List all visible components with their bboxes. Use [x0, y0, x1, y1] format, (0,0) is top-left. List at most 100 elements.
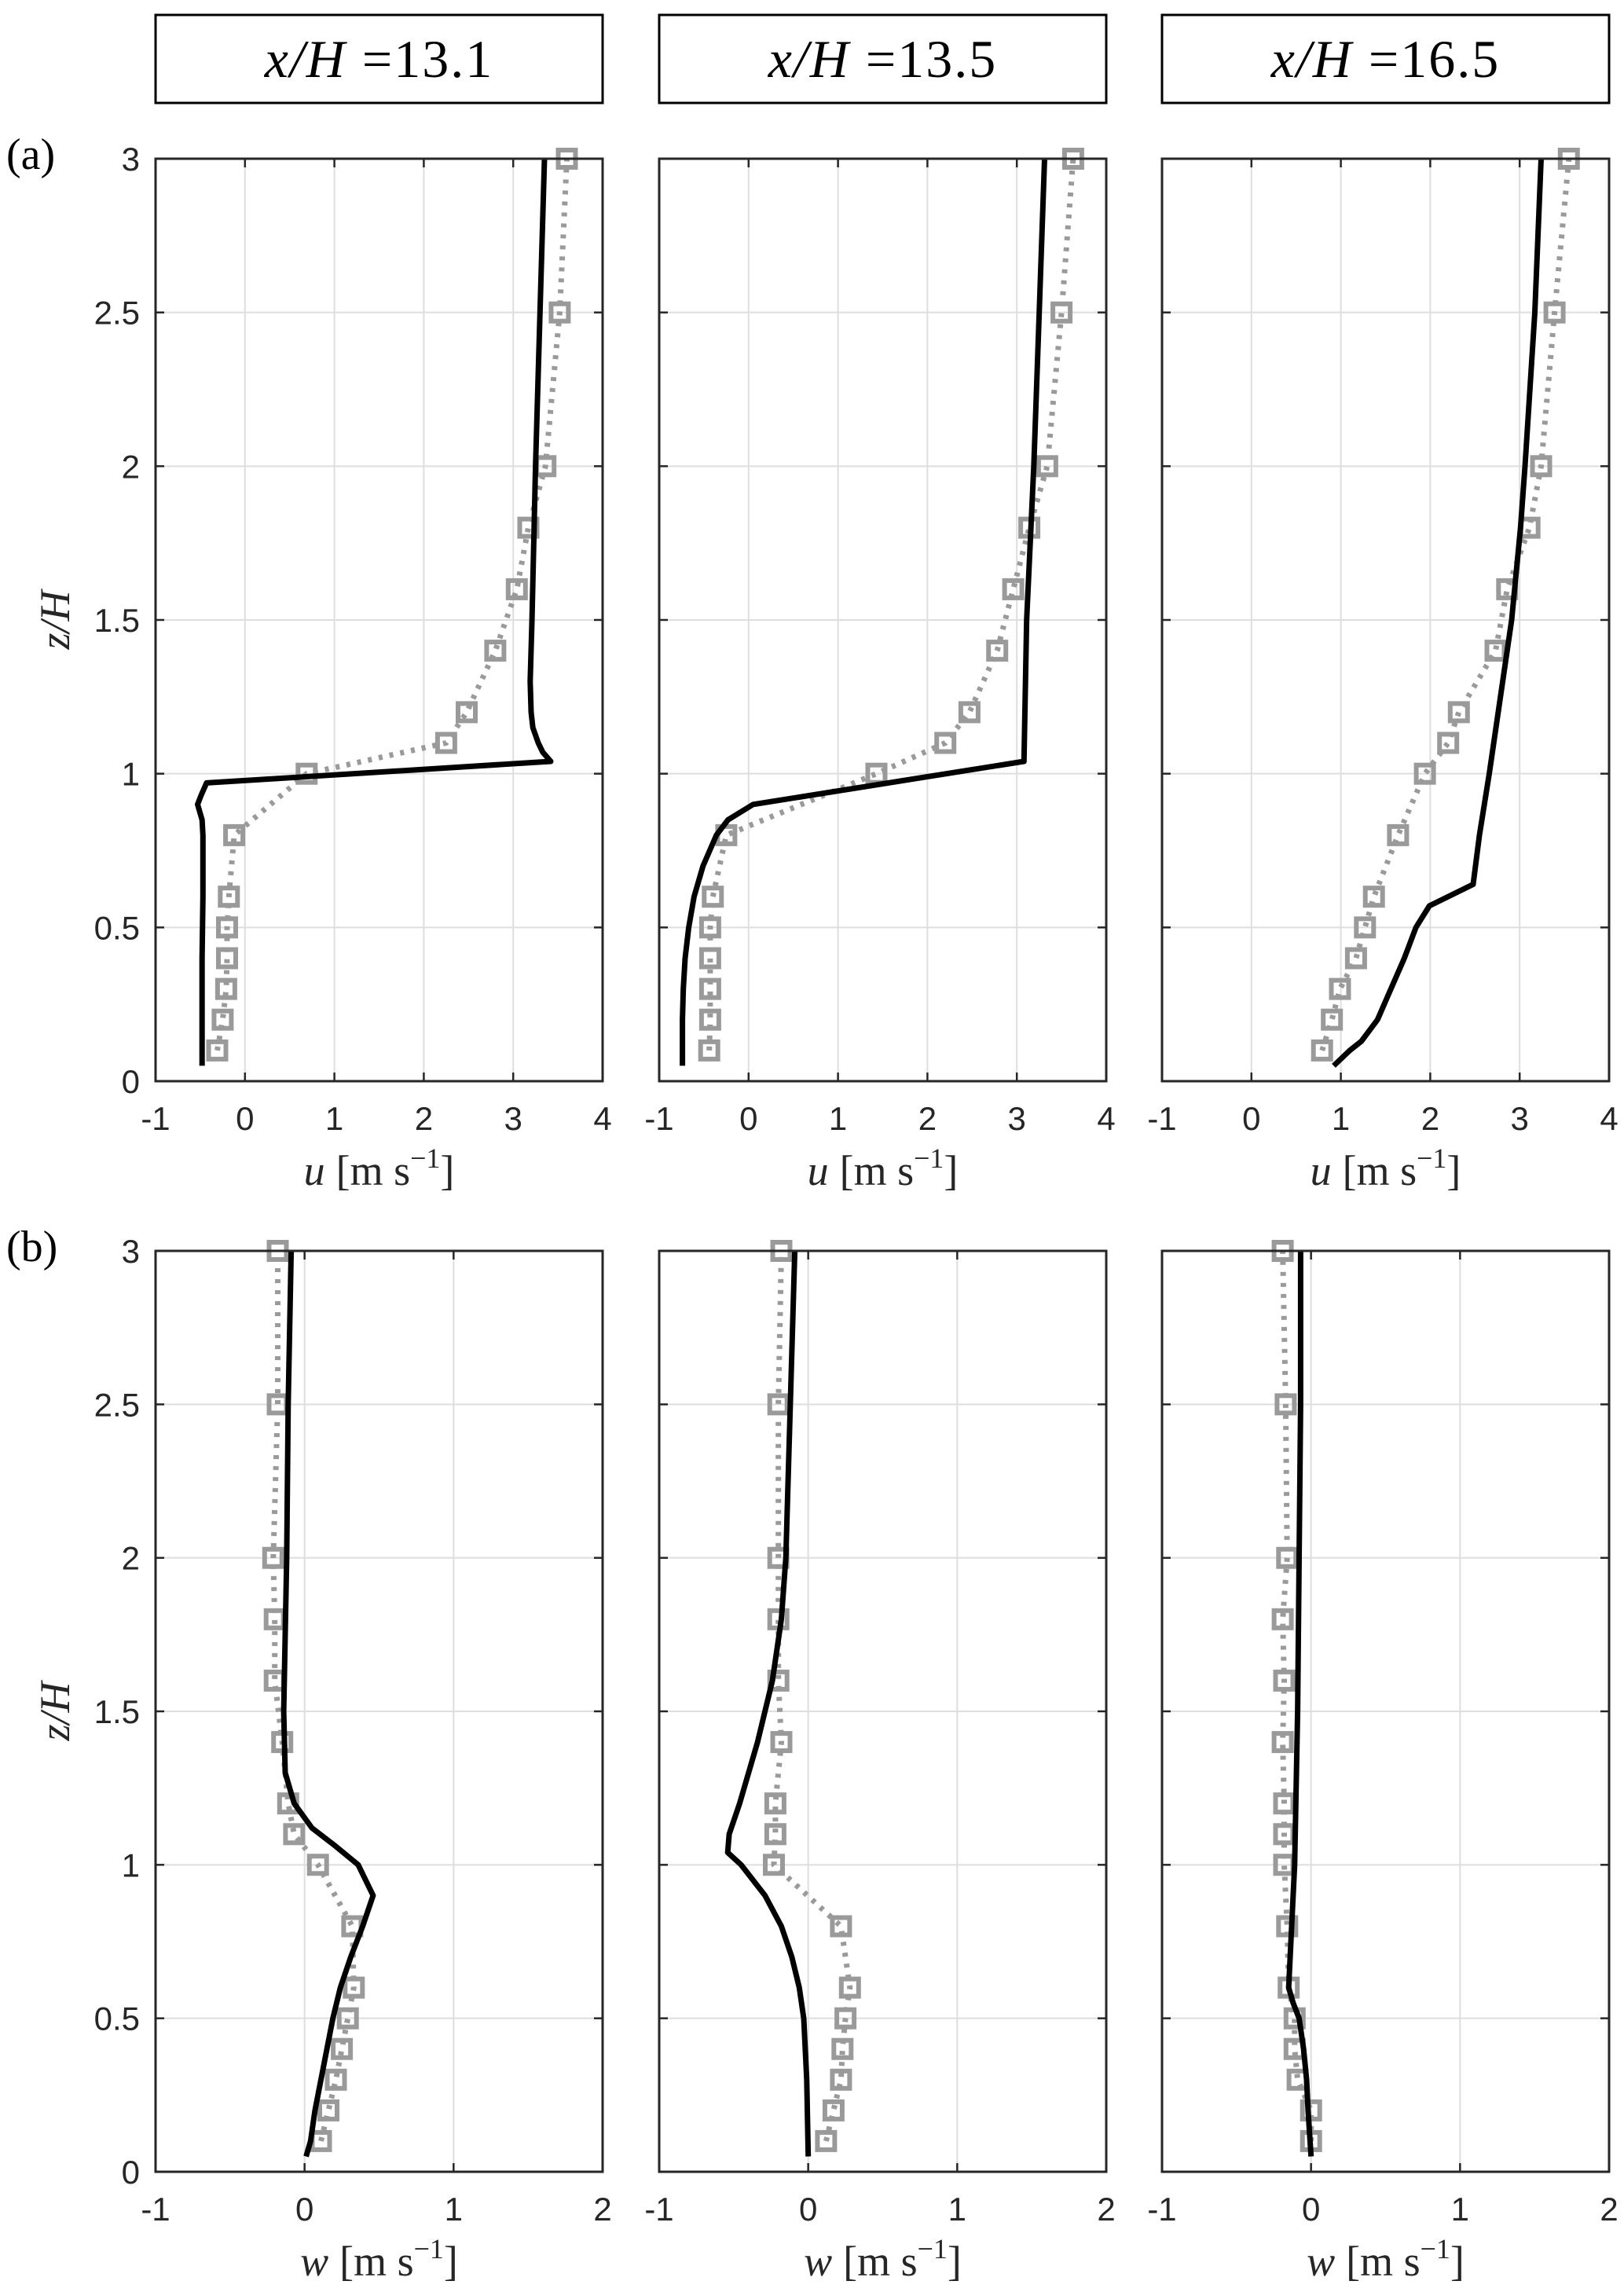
measured-data-point [764, 1823, 786, 1846]
column-header-box [658, 13, 1108, 105]
y-tick-label: 0.5 [94, 909, 140, 946]
y-axis-label: z/H [31, 1679, 79, 1741]
x-axis-unit-exponent: −1 [1417, 1142, 1446, 1174]
x-axis-symbol: w [804, 2238, 832, 2285]
column-title-value: =13.5 [866, 29, 997, 89]
measured-data-point [1413, 762, 1436, 785]
column-title-value: =16.5 [1369, 29, 1500, 89]
x-axis-unit: [m s [1343, 1147, 1417, 1194]
measured-data-point [216, 947, 238, 970]
x-axis-unit-exponent: −1 [914, 1142, 944, 1174]
x-axis-label: w [m s−1] [300, 2233, 458, 2285]
x-axis-label: w [m s−1] [804, 2233, 962, 2285]
model-series-line [1285, 1251, 1314, 2157]
measured-data-point [434, 732, 457, 754]
x-tick-label: 4 [593, 1100, 611, 1137]
x-axis-unit: [m s [1346, 2238, 1421, 2285]
x-tick-label: 2 [1600, 2191, 1618, 2228]
y-tick-label: 0 [122, 1063, 140, 1100]
measured-data-point [1276, 1915, 1299, 1938]
x-axis-unit: [m s [843, 2238, 918, 2285]
measured-data-point [1530, 455, 1553, 478]
chart-panel-5: -1 0 1 2 w [m s−1] [644, 1240, 1116, 2285]
x-tick-label: 0 [739, 1100, 757, 1137]
x-axis-unit-close: ] [948, 2238, 962, 2285]
x-axis-label: u [m s−1] [1311, 1142, 1461, 1194]
measured-data-point [1321, 1008, 1344, 1031]
x-tick-label: 2 [1421, 1100, 1439, 1137]
x-axis-symbol: u [1311, 1147, 1332, 1194]
x-axis-unit-exponent: −1 [410, 1142, 440, 1174]
x-axis-unit-close: ] [944, 1147, 958, 1194]
x-axis-unit-close: ] [440, 1147, 454, 1194]
model-series-line [680, 158, 1047, 1066]
model-series-line [1332, 158, 1544, 1068]
x-axis-unit-close: ] [444, 2238, 458, 2285]
measured-data-point [324, 2068, 347, 2091]
column-header-3: x/H =16.5 [1160, 13, 1611, 105]
y-tick-label: 3 [122, 141, 140, 178]
measured-data-point [1002, 578, 1025, 600]
measured-data-point [262, 1546, 284, 1569]
measured-data-point [317, 2099, 339, 2121]
measured-data-point [1437, 732, 1460, 754]
x-tick-label: 1 [948, 2191, 966, 2228]
column-header-box [154, 13, 604, 105]
measured-data-point [698, 1008, 721, 1031]
column-title-value: =13.1 [362, 29, 493, 89]
x-axis-symbol: w [300, 2238, 328, 2285]
measured-data-point [1354, 916, 1377, 939]
measured-data-point [216, 916, 238, 939]
measured-series-line [1280, 1250, 1314, 2141]
measured-data-point [763, 1854, 785, 1876]
panel-label: (b) [6, 1223, 57, 1271]
x-axis-label: u [m s−1] [304, 1142, 455, 1194]
measured-data-point [698, 977, 721, 1000]
x-axis-unit-close: ] [1450, 2238, 1465, 2285]
x-axis-unit: [m s [840, 1147, 915, 1194]
x-tick-label: -1 [644, 2191, 673, 2228]
x-axis-unit-exponent: −1 [918, 2233, 948, 2264]
x-tick-label: -1 [1147, 2191, 1176, 2228]
x-tick-label: 1 [445, 2191, 463, 2228]
y-tick-label: 2.5 [94, 1386, 140, 1423]
column-title-symbol: x/H [1270, 29, 1355, 89]
x-tick-label: 1 [1451, 2191, 1469, 2228]
x-tick-label: -1 [141, 1100, 170, 1137]
y-tick-label: 0 [122, 2154, 140, 2191]
x-tick-label: 1 [1332, 1100, 1350, 1137]
measured-data-point [1447, 701, 1470, 724]
x-axis-unit: [m s [339, 2238, 414, 2285]
measured-data-point [1362, 886, 1385, 908]
x-tick-label: 3 [1511, 1100, 1529, 1137]
x-axis-label: w [m s−1] [1307, 2233, 1465, 2285]
model-series-line [724, 1250, 812, 2157]
measured-data-point [1271, 1608, 1294, 1630]
measured-data-point [1271, 1731, 1294, 1754]
measured-data-point [830, 1915, 852, 1938]
column-title: x/H =13.1 [264, 29, 494, 89]
column-title: x/H =13.5 [768, 29, 998, 89]
measured-data-point [336, 2007, 359, 2030]
x-tick-label: 2 [918, 1100, 937, 1137]
y-tick-label: 1 [122, 756, 140, 793]
measured-data-point [1274, 1393, 1297, 1416]
x-axis-symbol: u [808, 1147, 829, 1194]
measured-data-point [211, 1008, 234, 1031]
column-header-1: x/H =13.1 [154, 13, 604, 105]
column-title-symbol: x/H [768, 29, 852, 89]
x-axis-label: u [m s−1] [808, 1142, 959, 1194]
measured-data-point [484, 640, 507, 662]
chart-panel-2: -1 0 1 2 3 4 u [m s−1] [644, 148, 1116, 1194]
y-tick-label: 2.5 [94, 295, 140, 332]
y-tick-label: 1.5 [94, 1693, 140, 1730]
x-tick-label: 2 [593, 2191, 611, 2228]
chart-panel-4: -1 0 1 200.511.522.53w [m s−1]z/H [31, 1233, 612, 2285]
measured-data-point [1329, 977, 1351, 1000]
measured-data-point [698, 1039, 720, 1062]
y-tick-label: 2 [122, 1540, 140, 1577]
column-header-box [1160, 13, 1611, 105]
measured-data-point [1276, 1546, 1299, 1569]
x-tick-label: 0 [295, 2191, 313, 2228]
measured-data-point [767, 1393, 790, 1416]
